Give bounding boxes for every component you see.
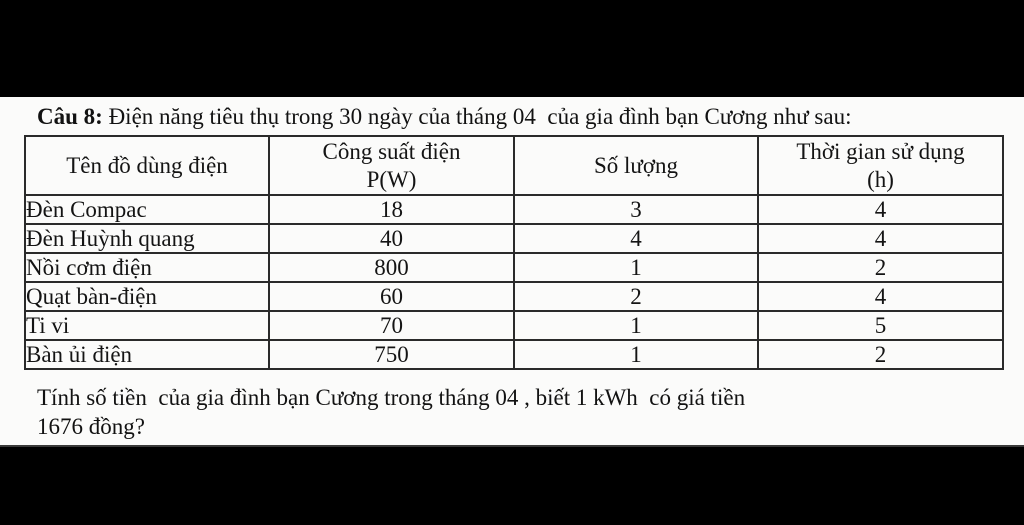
cell-device-name: Quạt bàn-điện — [24, 281, 270, 312]
cell-power: 70 — [268, 310, 515, 341]
cell-quantity: 1 — [513, 310, 759, 341]
table-row: Đèn Huỳnh quang 40 4 4 — [24, 223, 1004, 254]
table-row: Bàn ủi điện 750 1 2 — [24, 339, 1004, 370]
question-body-line1: Tính số tiền của gia đình bạn Cương tron… — [37, 385, 746, 410]
header-power: Công suất điện P(W) — [268, 135, 515, 196]
cell-hours: 5 — [757, 310, 1004, 341]
header-power-unit: P(W) — [366, 166, 417, 192]
letterbox-bottom — [0, 445, 1024, 525]
table-header-row: Tên đồ dùng điện Công suất điện P(W) Số … — [24, 135, 1004, 196]
header-quantity-label: Số lượng — [593, 152, 679, 178]
header-device-label: Tên đồ dùng điện — [66, 152, 228, 178]
header-quantity: Số lượng — [513, 135, 759, 196]
consumption-table: Tên đồ dùng điện Công suất điện P(W) Số … — [24, 135, 1004, 370]
table-row: Quạt bàn-điện 60 2 4 — [24, 281, 1004, 312]
header-duration: Thời gian sử dụng (h) — [757, 135, 1004, 196]
cell-hours: 4 — [757, 223, 1004, 254]
cell-quantity: 3 — [513, 194, 759, 225]
letterbox-top — [0, 0, 1024, 97]
question-number-label: Câu 8: — [37, 104, 103, 129]
table-row: Đèn Compac 18 3 4 — [24, 194, 1004, 225]
question-intro-text: Điện năng tiêu thụ trong 30 ngày của thá… — [102, 104, 852, 129]
cell-quantity: 1 — [513, 252, 759, 283]
table-row: Ti vi 70 1 5 — [24, 310, 1004, 341]
header-device: Tên đồ dùng điện — [24, 135, 270, 196]
cell-power: 60 — [268, 281, 515, 312]
header-duration-label: Thời gian sử dụng — [796, 138, 965, 164]
table-row: Nồi cơm điện 800 1 2 — [24, 252, 1004, 283]
cell-quantity: 4 — [513, 223, 759, 254]
cell-device-name: Đèn Huỳnh quang — [24, 223, 270, 254]
header-power-label: Công suất điện — [322, 138, 461, 164]
cell-device-name: Nồi cơm điện — [24, 252, 270, 283]
cell-hours: 4 — [757, 281, 1004, 312]
question-body-line2: 1676 đồng? — [37, 414, 145, 439]
cell-hours: 2 — [757, 339, 1004, 370]
cell-power: 800 — [268, 252, 515, 283]
cell-device-name: Ti vi — [24, 310, 270, 341]
cell-hours: 2 — [757, 252, 1004, 283]
cell-hours: 4 — [757, 194, 1004, 225]
document-page: Câu 8: Điện năng tiêu thụ trong 30 ngày … — [0, 97, 1024, 445]
cell-power: 18 — [268, 194, 515, 225]
cell-power: 40 — [268, 223, 515, 254]
cell-device-name: Đèn Compac — [24, 194, 270, 225]
cell-device-name: Bàn ủi điện — [24, 339, 270, 370]
question-title: Câu 8: Điện năng tiêu thụ trong 30 ngày … — [37, 102, 851, 132]
header-duration-unit: (h) — [867, 166, 894, 192]
cell-power: 750 — [268, 339, 515, 370]
cell-quantity: 1 — [513, 339, 759, 370]
cell-quantity: 2 — [513, 281, 759, 312]
